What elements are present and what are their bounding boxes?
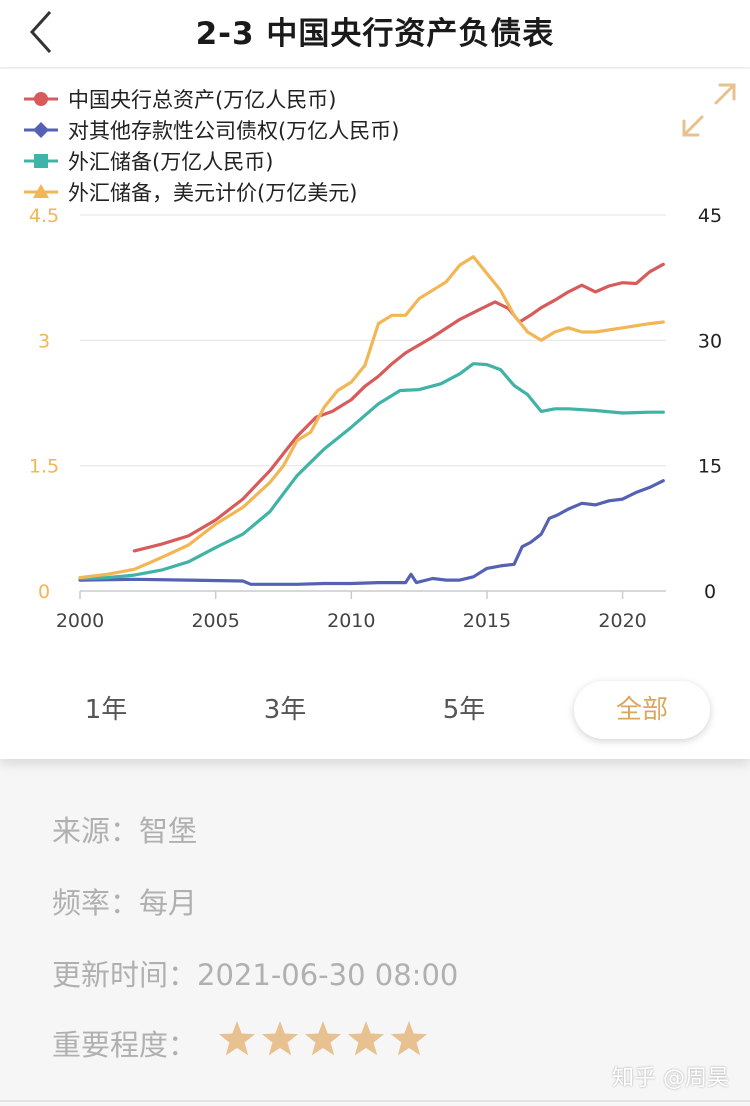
chevron-left-icon (29, 10, 52, 54)
tab-5y[interactable]: 5年 (442, 695, 486, 725)
legend-label: 对其他存款性公司债权(万亿人民币) (68, 118, 400, 143)
range-tabs: 1年 3年 5年 全部 (0, 681, 750, 739)
legend-item[interactable]: 中国央行总资产(万亿人民币) (24, 83, 399, 114)
expand-icon (682, 83, 736, 137)
x-tick-label: 2010 (327, 610, 375, 632)
x-tick-label: 2020 (598, 610, 646, 632)
legend-item[interactable]: 对其他存款性公司债权(万亿人民币) (24, 114, 399, 145)
legend: 中国央行总资产(万亿人民币) 对其他存款性公司债权(万亿人民币) 外汇储备(万亿人民… (24, 83, 399, 207)
expand-button[interactable] (680, 81, 738, 139)
updated-value: 2021-06-30 08:00 (197, 958, 459, 992)
legend-marker-icon (24, 121, 58, 138)
legend-label: 外汇储备，美元计价(万亿美元) (68, 180, 358, 205)
left-tick-label: 0 (38, 581, 50, 603)
left-tick-label: 3 (38, 330, 50, 352)
right-tick-label: 30 (698, 330, 722, 352)
source-row: 来源：智堡 (52, 808, 197, 850)
watermark: 知乎 @周昊 (612, 1066, 729, 1091)
legend-marker-icon (24, 183, 58, 198)
star-icon (218, 1021, 256, 1056)
divider (0, 1100, 750, 1102)
x-tick-label: 2000 (56, 610, 104, 632)
source-label: 来源： (52, 814, 140, 848)
left-tick-label: 1.5 (29, 456, 59, 478)
star-icon (390, 1021, 428, 1056)
legend-marker-icon (24, 91, 58, 106)
tab-1y[interactable]: 1年 (84, 695, 128, 725)
left-tick-label: 4.5 (29, 205, 59, 227)
frequency-value: 每月 (139, 886, 198, 920)
tab-all[interactable]: 全部 (574, 681, 710, 739)
right-tick-label: 15 (698, 456, 722, 478)
legend-label: 外汇储备(万亿人民币) (68, 149, 274, 174)
page-title: 2-3 中国央行资产负债表 (195, 16, 555, 52)
back-button[interactable] (22, 8, 62, 56)
star-icon (261, 1021, 299, 1056)
importance-stars (216, 1018, 431, 1062)
right-tick-label: 0 (704, 581, 716, 603)
legend-label: 中国央行总资产(万亿人民币) (68, 87, 337, 112)
legend-item[interactable]: 外汇储备，美元计价(万亿美元) (24, 176, 399, 207)
x-tick-label: 2015 (463, 610, 511, 632)
star-icon (347, 1021, 385, 1056)
right-tick-label: 45 (698, 205, 722, 227)
importance-row: 重要程度： (52, 1022, 197, 1064)
star-icon (304, 1021, 342, 1056)
top-bar: 2-3 中国央行资产负债表 (0, 0, 750, 68)
legend-marker-icon (24, 153, 58, 168)
series-line (132, 262, 665, 553)
series-line (78, 479, 665, 586)
tab-3y[interactable]: 3年 (263, 695, 307, 725)
series-line (78, 362, 665, 581)
legend-item[interactable]: 外汇储备(万亿人民币) (24, 145, 399, 176)
updated-row: 更新时间：2021-06-30 08:00 (52, 952, 458, 994)
frequency-row: 频率：每月 (52, 880, 197, 922)
updated-label: 更新时间： (52, 958, 198, 992)
frequency-label: 频率： (52, 886, 140, 920)
chart: 0 1.5 3 4.5 0 15 30 45 2000 2005 2010 2015 2020 (29, 205, 722, 632)
x-tick-label: 2005 (191, 610, 239, 632)
source-value: 智堡 (139, 814, 198, 848)
series-line (78, 255, 665, 580)
chart-card: 0 1.5 3 4.5 0 15 30 45 2000 2005 2010 2015 2020 中国央行… (0, 69, 750, 759)
importance-label: 重要程度： (52, 1028, 198, 1062)
